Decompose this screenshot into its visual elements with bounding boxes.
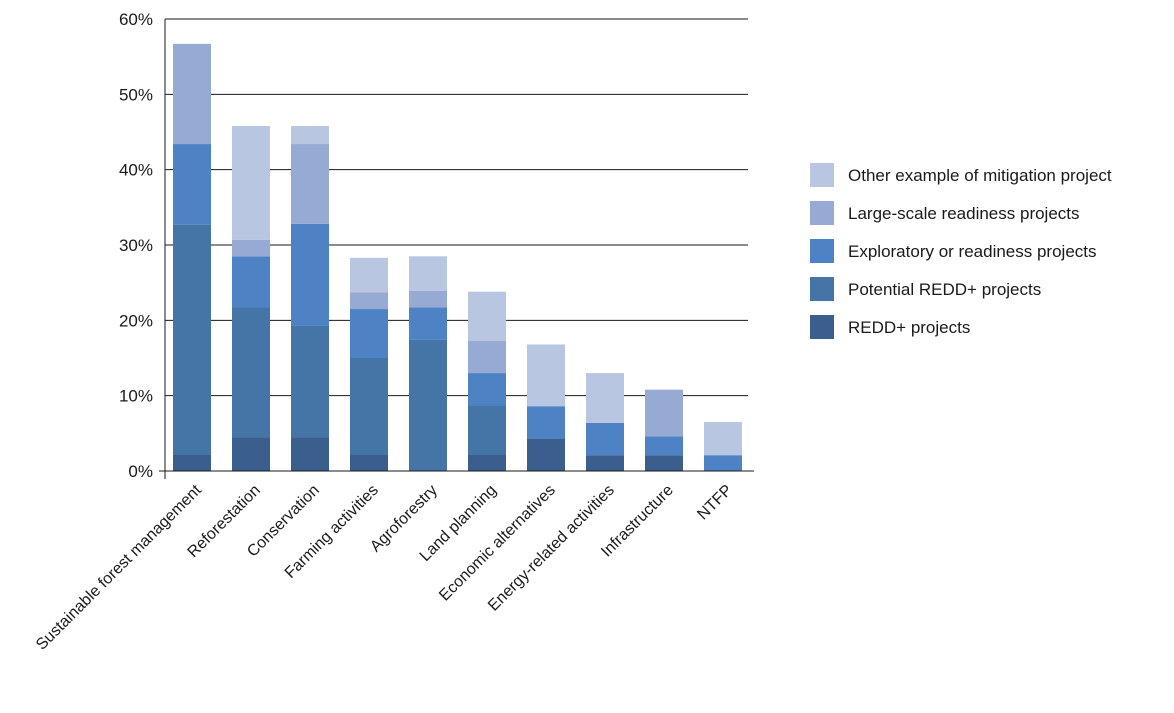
bar-segment [704,455,742,471]
bar-segment [350,292,388,310]
bar-segment [232,239,270,257]
bar-segment [468,291,506,341]
bar-segment [468,405,506,455]
bar-segment [232,256,270,308]
axes [159,19,754,479]
legend-label: Exploratory or readiness projects [848,242,1097,261]
y-tick-label: 10% [119,387,153,406]
bar-segment [645,436,683,456]
bar-segment [645,389,683,437]
bar-segment [291,125,329,145]
legend-label: Potential REDD+ projects [848,280,1041,299]
bar-segment [586,455,624,471]
bar-segment [350,257,388,293]
legend-swatch [810,163,834,187]
bar-segment [468,373,506,406]
bar-segment [468,340,506,374]
legend-label: REDD+ projects [848,318,970,337]
bars [173,43,742,471]
x-tick-label: Economic alternatives [436,482,559,605]
bar-segment [173,144,211,225]
bar-segment [350,454,388,471]
bar-segment [350,309,388,358]
bar-segment [704,422,742,456]
bar-segment [409,307,447,340]
y-tick-label: 60% [119,10,153,29]
y-tick-label: 0% [128,462,153,481]
bar-segment [291,144,329,224]
legend-swatch [810,201,834,225]
legend: Other example of mitigation project Large… [810,163,1112,339]
bar-segment [232,437,270,471]
bar-segment [409,256,447,291]
bar-segment [291,325,329,438]
legend-swatch [810,315,834,339]
bar-segment [527,344,565,407]
bar-segment [232,125,270,240]
x-tick-label: Sustainable forest management [33,481,205,653]
bar-segment [645,455,683,471]
bar-segment [173,454,211,471]
legend-swatch [810,239,834,263]
y-tick-label: 30% [119,236,153,255]
bar-segment [586,422,624,456]
bar-segment [232,307,270,438]
y-tick-label: 40% [119,161,153,180]
legend-label: Large-scale readiness projects [848,204,1080,223]
x-tick-labels: Sustainable forest managementReforestati… [33,481,736,653]
bar-segment [173,43,211,145]
bar-segment [468,454,506,471]
legend-label: Other example of mitigation project [848,166,1112,185]
x-tick-label: NTFP [694,482,736,524]
bar-segment [527,438,565,471]
bar-segment [586,373,624,423]
bar-segment [527,406,565,439]
bar-segment [291,437,329,471]
y-tick-label: 20% [119,311,153,330]
bar-segment [409,339,447,471]
bar-segment [291,223,329,326]
bar-segment [173,224,211,455]
bar-segment [409,290,447,308]
y-tick-label: 50% [119,85,153,104]
bar-segment [350,358,388,455]
y-tick-labels: 0% 10% 20% 30% 40% 50% 60% [119,10,153,481]
legend-swatch [810,277,834,301]
